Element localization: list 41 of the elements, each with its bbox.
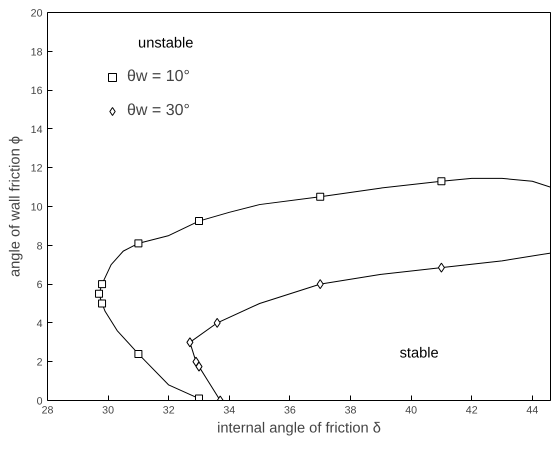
point bbox=[98, 280, 106, 288]
annotation: unstable bbox=[138, 35, 194, 52]
y-tick-label: 20 bbox=[30, 8, 43, 20]
x-tick-label: 28 bbox=[42, 404, 54, 416]
point bbox=[214, 318, 221, 328]
point bbox=[134, 239, 142, 248]
x-tick-label: 32 bbox=[162, 404, 175, 416]
x-tick-label: 42 bbox=[466, 404, 478, 416]
x-tick-label: 44 bbox=[526, 404, 538, 416]
y-tick-label: 10 bbox=[30, 202, 43, 214]
y-axis-title: angle of wall friction ϕ bbox=[8, 136, 24, 277]
x-tick-label: 40 bbox=[405, 404, 418, 416]
point bbox=[186, 337, 194, 348]
point bbox=[192, 356, 200, 367]
y-tick-label: 18 bbox=[30, 46, 43, 58]
legend-label: θw = 30° bbox=[127, 102, 190, 120]
y-tick-label: 12 bbox=[30, 162, 43, 175]
point bbox=[316, 279, 324, 290]
point bbox=[316, 192, 324, 201]
y-tick-label: 4 bbox=[36, 318, 43, 330]
y-tick-label: 16 bbox=[30, 85, 43, 98]
point bbox=[438, 262, 445, 273]
point bbox=[195, 394, 204, 400]
y-tick-label: 6 bbox=[36, 279, 43, 292]
y-tick-label: 8 bbox=[36, 240, 43, 252]
x-tick-label: 38 bbox=[344, 404, 357, 416]
annotation: stable bbox=[400, 346, 439, 362]
y-tick-label: 14 bbox=[30, 124, 43, 136]
point bbox=[195, 217, 204, 226]
point bbox=[95, 290, 104, 298]
point bbox=[437, 177, 446, 186]
y-tick-label: 2 bbox=[36, 356, 43, 369]
x-tick-label: 30 bbox=[102, 404, 114, 416]
point bbox=[134, 350, 142, 358]
y-tick-label: 0 bbox=[36, 396, 43, 408]
x-tick-label: 34 bbox=[223, 404, 236, 416]
x-tick-label: 36 bbox=[284, 404, 296, 416]
x-axis-title: internal angle of friction δ bbox=[217, 420, 381, 436]
point bbox=[196, 362, 203, 372]
legend-label: θw = 10° bbox=[127, 68, 190, 86]
point bbox=[98, 300, 106, 308]
